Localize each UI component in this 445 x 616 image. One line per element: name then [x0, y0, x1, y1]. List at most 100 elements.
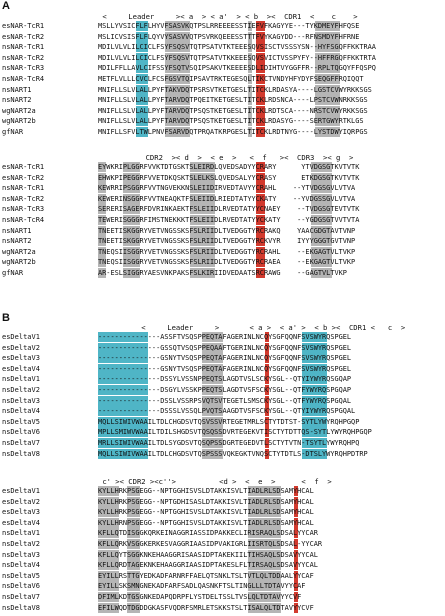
- residue-highlight: [256, 127, 265, 137]
- residue-highlight: [293, 507, 299, 518]
- residue-highlight: [256, 225, 265, 236]
- alignment-row: esDeltaV2 KYLLHRKPSGEGG--NPTGDHISASLDTAKK…: [0, 496, 445, 507]
- residue-highlight: [98, 560, 119, 571]
- residue-highlight: [256, 31, 265, 42]
- residue-highlight: [98, 539, 119, 549]
- residue-highlight: [248, 95, 253, 106]
- residue-highlight: [302, 353, 328, 364]
- residue-highlight: [98, 225, 107, 236]
- sequence-name: nsNAR-TcR2: [2, 194, 45, 203]
- sequence-name: nsNART1: [2, 85, 32, 94]
- residue-highlight: [98, 183, 107, 194]
- sequence-residues: MNIFLLSLVLALLPYFTARVDQTPSQSTKETGESLTITCK…: [98, 106, 368, 115]
- alignment-row: nsNAR-TcR3 MDILFFLLAVLCIFSSYFSQTVSQIPSAKV…: [0, 63, 445, 74]
- residue-highlight: [293, 570, 299, 581]
- sequence-name: nsNAR-TcR1: [2, 184, 45, 193]
- residue-highlight: [248, 507, 282, 518]
- residue-highlight: [202, 416, 224, 427]
- residue-highlight: [189, 257, 215, 268]
- sequence-residues: ---------------ASSFTVSQSPPEQTAFAGERINLNC…: [98, 333, 352, 341]
- sequence-residues: KEWRRIPSGGRFVVTNGVEKKNSLEIIDIRVEDTAVYYCR…: [98, 184, 356, 193]
- residue-highlight: [98, 427, 149, 438]
- residue-highlight: [314, 63, 340, 74]
- alignment-row: gfNAR AR-ESLSIGGRYAESVNKPAKSFSLKIRIIDVEDA…: [0, 268, 445, 278]
- sequence-name: nsNART2: [2, 237, 32, 246]
- alignment-row: nsNART1 TNEETISKGGRYVETVNGSSKSFSLRIIDLTVE…: [0, 225, 445, 236]
- sequence-residues: MQLLSIWIVWAAILTDLCHGDSVTQSVSSVRTEGETMRLS…: [98, 417, 360, 426]
- sequence-name: wgNART2a: [2, 247, 36, 256]
- residue-highlight: [98, 385, 149, 395]
- residue-highlight: [202, 385, 224, 395]
- alignment-row: wgNART2b MNIFLLSLVLALLPYFTARVDQTPSQSTKETG…: [0, 116, 445, 127]
- residue-highlight: [302, 374, 328, 385]
- panel-b-block-1-header: < Leader > < a > < a' > < b >< CDR1 < c …: [98, 323, 406, 332]
- residue-highlight: [127, 549, 140, 560]
- alignment-row: nsDeltaV1 ---------------DSSYLVSSNPPEQTSL…: [0, 374, 445, 385]
- residue-highlight: [256, 116, 265, 127]
- residue-highlight: [98, 602, 119, 613]
- residue-highlight: [310, 236, 332, 247]
- residue-highlight: [164, 116, 190, 127]
- sequence-name: esDeltaV3: [2, 354, 40, 363]
- residue-highlight: [310, 193, 332, 204]
- alignment-row: esDeltaV4 ---------------GSNYTVSQSPPEQTAF…: [0, 363, 445, 374]
- residue-highlight: [248, 84, 253, 95]
- residue-highlight: [248, 74, 253, 84]
- residue-highlight: [248, 560, 282, 571]
- residue-highlight: [248, 486, 282, 496]
- residue-highlight: [123, 172, 140, 183]
- alignment-row: nsNAR-TcR4 METFLVLLLCVCLFCSFGSVTQIPSAVTRK…: [0, 74, 445, 84]
- residue-highlight: [98, 162, 107, 172]
- residue-highlight: [98, 257, 107, 268]
- sequence-residues: MQLLSIWIVWAAILTDLCHGDSVTQSPSSSVQKEGKTVNQ…: [98, 449, 368, 458]
- sequence-name: nsDeltaV1: [2, 529, 40, 538]
- residue-highlight: [189, 225, 215, 236]
- residue-highlight: [293, 517, 299, 528]
- residue-highlight: [98, 517, 119, 528]
- residue-highlight: [256, 236, 265, 247]
- residue-highlight: [293, 539, 299, 549]
- sequence-residues: MDILVLVLILCICLFSYFSQSVTQTPSATVTKKEEESQVS…: [98, 53, 376, 62]
- residue-highlight: [189, 236, 215, 247]
- residue-highlight: [248, 31, 253, 42]
- sequence-name: esNAR-TcR2: [2, 173, 45, 182]
- sequence-residues: KFLLQRKVSGGKERKESVAGGRIAASIDPVAKIGRLIISR…: [98, 540, 323, 548]
- sequence-name: esDeltaV1: [2, 487, 40, 495]
- residue-highlight: [310, 246, 332, 257]
- alignment-row: wgNART2b TNEQSIISGGRYVETVNGSSKSFSLRIIDLTV…: [0, 257, 445, 268]
- residue-highlight: [135, 84, 149, 95]
- residue-highlight: [310, 215, 332, 225]
- alignment-row: nsDeltaV5 EYILLRSTTGYEDKADFARNRFFAELQTSNK…: [0, 570, 445, 581]
- sequence-residues: AR-ESLSIGGRYAESVNKPAKSFSLKIRIIDVEDAATSRC…: [98, 269, 347, 277]
- residue-highlight: [123, 204, 140, 215]
- alignment-row: nsDeltaV2 ---------------DSGYLVSSKPPEQTSL…: [0, 385, 445, 395]
- residue-highlight: [310, 204, 332, 215]
- residue-highlight: [248, 528, 282, 539]
- residue-highlight: [98, 236, 107, 247]
- panel-a-block-1-header: < Leader >< a > < a' > < b >< CDR1 < c >: [98, 12, 358, 21]
- sequence-residues: KYLLHRKPSGEGG--NPTGGHISVSLDTAKKISVLTIADL…: [98, 508, 314, 517]
- sequence-residues: TNEQSIISGGRYVETVNGSSKSFSLRIIDLTVEDGGTYRC…: [98, 258, 356, 267]
- residue-highlight: [248, 602, 282, 613]
- residue-highlight: [293, 602, 299, 613]
- residue-highlight: [189, 204, 215, 215]
- sequence-residues: MDILFFLLAVLCIFSSYFSQTVSQIPSAKVTKEEEESDLI…: [98, 64, 376, 73]
- residue-highlight: [248, 539, 282, 549]
- residue-highlight: [314, 116, 340, 127]
- sequence-name: esDeltaV2: [2, 343, 40, 352]
- alignment-row: nsDeltaV8 MQLLSIWIVWAAILTDLCHGDSVTQSPSSSV…: [0, 448, 445, 459]
- residue-highlight: [256, 52, 265, 63]
- residue-highlight: [256, 21, 265, 31]
- residue-highlight: [202, 448, 224, 459]
- residue-highlight: [164, 84, 190, 95]
- residue-highlight: [314, 95, 340, 106]
- residue-highlight: [189, 246, 215, 257]
- residue-highlight: [164, 63, 190, 74]
- residue-highlight: [127, 570, 140, 581]
- panel-label-b: B: [2, 312, 10, 324]
- sequence-residues: MNIFLLSFVLTWLPNVFSARVDQTPRQATKRPGESLTITC…: [98, 128, 368, 136]
- residue-highlight: [256, 215, 265, 225]
- alignment-row: nsDeltaV7 MRLLSIWIVWAAILTDLSYGDSVTQSQPSSD…: [0, 438, 445, 448]
- sequence-residues: EFILWQDTDGDDGKASFVQDRFSMRLETSKKSTSLTISAL…: [98, 603, 314, 612]
- residue-highlight: [256, 95, 265, 106]
